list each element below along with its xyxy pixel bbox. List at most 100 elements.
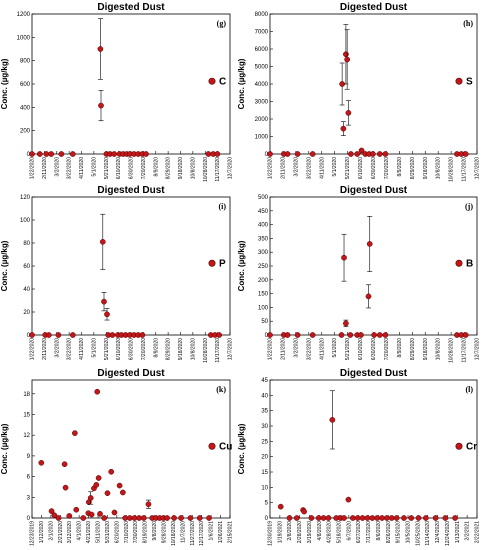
data-point xyxy=(293,515,300,521)
x-tick-label: 9/18/2020 xyxy=(178,338,184,360)
y-tick-label: 20 xyxy=(261,455,268,461)
chart-title: Digested Dust xyxy=(97,185,165,196)
x-tick-label: 6/20/2020 xyxy=(114,521,120,543)
x-tick-label: 8/29/2020 xyxy=(166,338,172,360)
x-tick-label: 3/2/2020 xyxy=(54,157,60,177)
x-tick-label: 1/13/2021 xyxy=(455,521,461,543)
data-point xyxy=(462,332,469,338)
data-point xyxy=(374,515,381,521)
data-point xyxy=(338,332,345,338)
data-point xyxy=(347,332,354,338)
data-point xyxy=(344,56,351,63)
y-tick-label: 1000 xyxy=(17,35,31,41)
data-point xyxy=(284,151,291,157)
panel-label: (l) xyxy=(465,385,473,394)
x-tick-label: 6/30/2020 xyxy=(371,338,377,360)
data-point xyxy=(384,515,390,521)
data-point xyxy=(343,320,349,327)
x-tick-label: 2/15/2021 xyxy=(228,521,234,543)
x-tick-label: 4/8/2020 xyxy=(317,521,323,541)
x-tick-label: 8/19/2020 xyxy=(143,521,149,543)
data-point xyxy=(354,151,361,157)
data-point xyxy=(187,515,194,521)
y-tick-label: 80 xyxy=(23,241,30,247)
x-tick-label: 1/6/2021 xyxy=(209,521,215,541)
x-tick-label: 9/15/2020 xyxy=(396,521,402,543)
x-tick-label: 7/17/2020 xyxy=(366,521,372,543)
x-tick-label: 4/28/2020 xyxy=(327,521,333,543)
legend-label: Cu xyxy=(219,442,232,453)
data-point xyxy=(95,475,102,481)
data-point xyxy=(294,332,301,338)
data-point xyxy=(369,515,376,521)
x-tick-label: 1/22/2020 xyxy=(268,338,274,360)
data-point xyxy=(36,151,43,157)
x-tick-label: 2/11/2020 xyxy=(280,338,286,360)
data-point xyxy=(51,512,58,519)
x-tick-label: 8/26/2020 xyxy=(386,521,392,543)
data-point xyxy=(370,151,376,157)
data-point xyxy=(343,51,349,58)
data-point xyxy=(382,332,389,338)
panel-label: (h) xyxy=(463,19,473,28)
y-tick-label: 400 xyxy=(20,105,31,111)
y-axis-title: Conc. (µg/kg) xyxy=(0,58,9,109)
x-tick-label: 4/21/2020 xyxy=(86,521,92,543)
x-tick-label: 5/21/2020 xyxy=(345,157,351,179)
x-tick-label: 10/25/2020 xyxy=(415,521,421,546)
legend-marker xyxy=(208,259,216,267)
x-tick-label: 10/28/2020 xyxy=(203,157,209,182)
data-point xyxy=(69,151,76,157)
data-point xyxy=(69,332,76,338)
y-tick-label: 200 xyxy=(20,129,31,135)
data-point xyxy=(48,508,55,514)
data-point xyxy=(349,515,356,521)
x-tick-label: 5/1/2020 xyxy=(332,157,338,177)
panel-j: Digested Dust Conc. (µg/kg) 0 50 100 150 200 25… xyxy=(237,185,481,363)
data-point xyxy=(97,46,104,52)
panel-g: Digested Dust Conc. (µg/kg) 0 200 400 600 800 1… xyxy=(0,2,234,182)
y-tick-label: 3000 xyxy=(255,100,269,106)
legend-label: C xyxy=(219,77,226,88)
data-point xyxy=(98,102,104,109)
data-point xyxy=(164,515,170,521)
x-tick-label: 8/9/2020 xyxy=(397,157,403,177)
x-tick-label: 3/2/2020 xyxy=(54,338,60,358)
x-tick-label: 6/30/2020 xyxy=(371,157,377,179)
x-tick-label: 5/21/2020 xyxy=(104,157,110,179)
x-tick-label: 2/11/2020 xyxy=(42,157,48,179)
x-tick-label: 7/20/2020 xyxy=(141,338,147,360)
x-tick-label: 3/22/2020 xyxy=(67,157,73,179)
x-tick-label: 8/29/2020 xyxy=(410,338,416,360)
data-point xyxy=(66,513,73,519)
x-tick-label: 12/7/2020 xyxy=(228,157,234,179)
data-point xyxy=(341,254,347,261)
data-point xyxy=(401,515,407,521)
legend-marker xyxy=(455,77,463,85)
y-tick-label: 9 xyxy=(27,454,31,460)
y-tick-label: 500 xyxy=(258,195,269,201)
x-tick-label: 10/8/2020 xyxy=(436,338,442,360)
data-point xyxy=(376,151,383,157)
data-point xyxy=(104,490,111,497)
y-tick-label: 100 xyxy=(20,218,31,224)
x-tick-label: 1/12/2020 xyxy=(39,521,45,543)
y-tick-label: 35 xyxy=(261,409,268,415)
y-tick-label: 40 xyxy=(23,287,30,293)
x-tick-label: 4/11/2020 xyxy=(319,157,325,179)
x-tick-label: 1/19/2020 xyxy=(277,521,283,543)
data-point xyxy=(178,515,184,521)
data-point xyxy=(371,332,377,338)
x-tick-label: 8/9/2020 xyxy=(397,338,403,358)
y-tick-label: 200 xyxy=(258,278,269,284)
y-tick-label: 40 xyxy=(261,393,268,399)
chart-title: Digested Dust xyxy=(340,185,408,196)
x-tick-label: 9/8/2020 xyxy=(152,521,158,541)
x-tick-label: 4/11/2020 xyxy=(79,338,85,360)
data-point xyxy=(29,332,35,338)
data-point xyxy=(55,515,62,521)
data-point xyxy=(359,515,366,521)
x-tick-label: 6/30/2020 xyxy=(129,338,135,360)
data-point xyxy=(104,311,110,318)
panel-label: (k) xyxy=(216,385,226,394)
